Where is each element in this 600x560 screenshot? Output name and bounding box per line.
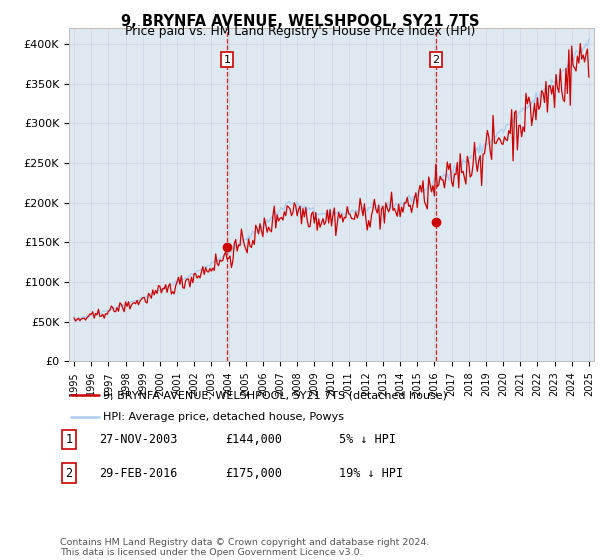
Text: £175,000: £175,000 [225,466,282,480]
Text: 2: 2 [433,55,439,64]
Text: 9, BRYNFA AVENUE, WELSHPOOL, SY21 7TS (detached house): 9, BRYNFA AVENUE, WELSHPOOL, SY21 7TS (d… [103,390,448,400]
Text: 29-FEB-2016: 29-FEB-2016 [99,466,178,480]
Text: £144,000: £144,000 [225,433,282,446]
Text: 1: 1 [224,55,230,64]
Text: HPI: Average price, detached house, Powys: HPI: Average price, detached house, Powy… [103,412,344,422]
Text: Price paid vs. HM Land Registry's House Price Index (HPI): Price paid vs. HM Land Registry's House … [125,25,475,38]
Text: Contains HM Land Registry data © Crown copyright and database right 2024.
This d: Contains HM Land Registry data © Crown c… [60,538,430,557]
Text: 9, BRYNFA AVENUE, WELSHPOOL, SY21 7TS: 9, BRYNFA AVENUE, WELSHPOOL, SY21 7TS [121,14,479,29]
Text: 1: 1 [65,433,73,446]
Text: 27-NOV-2003: 27-NOV-2003 [99,433,178,446]
Text: 2: 2 [65,466,73,480]
Text: 5% ↓ HPI: 5% ↓ HPI [339,433,396,446]
Text: 19% ↓ HPI: 19% ↓ HPI [339,466,403,480]
